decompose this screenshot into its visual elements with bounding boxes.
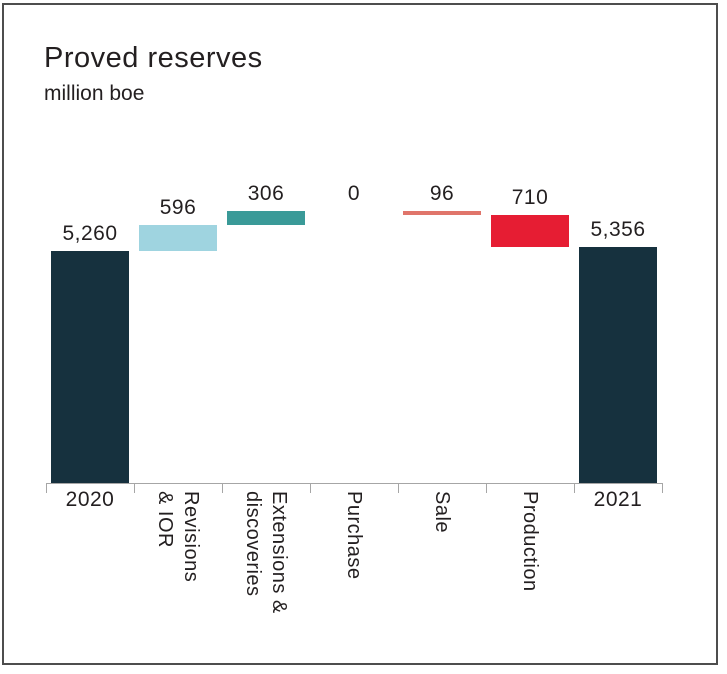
chart-frame-border xyxy=(2,3,718,665)
bar-revisions-ior xyxy=(139,224,217,251)
bar-2021 xyxy=(579,246,657,483)
x-axis-tick xyxy=(662,483,663,493)
category-label-2021: 2021 xyxy=(593,488,643,511)
value-label-2021: 5,356 xyxy=(590,217,646,241)
value-label-purchase: 0 xyxy=(347,182,361,206)
x-axis-tick xyxy=(134,483,135,493)
value-label-production: 710 xyxy=(511,186,549,210)
bar-2020 xyxy=(51,251,129,483)
category-label-extensions-discoveries: Extensions & discoveries xyxy=(222,491,310,663)
x-axis-tick xyxy=(310,483,311,493)
bar-sale xyxy=(403,211,481,216)
x-axis-line xyxy=(46,483,662,484)
x-axis-tick xyxy=(398,483,399,493)
category-label-sale: Sale xyxy=(398,491,486,663)
value-label-extensions-discoveries: 306 xyxy=(247,182,285,206)
chart-title: Proved reserves xyxy=(44,42,263,74)
x-axis-tick xyxy=(486,483,487,493)
category-label-2020: 2020 xyxy=(65,488,115,511)
category-label-revisions-ior: Revisions & IOR xyxy=(134,491,222,663)
category-label-purchase: Purchase xyxy=(310,491,398,663)
category-label-text: Production xyxy=(519,491,541,592)
category-label-production: Production xyxy=(486,491,574,663)
bar-extensions-discoveries xyxy=(227,211,305,225)
category-label-text: Extensions & discoveries xyxy=(242,491,290,614)
value-label-sale: 96 xyxy=(429,182,455,206)
category-label-text: Revisions & IOR xyxy=(154,491,202,583)
category-label-text: Purchase xyxy=(343,491,365,580)
x-axis-tick xyxy=(574,483,575,493)
category-label-text: Sale xyxy=(431,491,453,534)
value-label-2020: 5,260 xyxy=(62,222,118,245)
value-label-revisions-ior: 596 xyxy=(159,195,197,219)
x-axis-tick xyxy=(222,483,223,493)
bar-production xyxy=(491,215,569,247)
chart-subtitle: million boe xyxy=(44,82,145,105)
x-axis-tick xyxy=(46,483,47,493)
